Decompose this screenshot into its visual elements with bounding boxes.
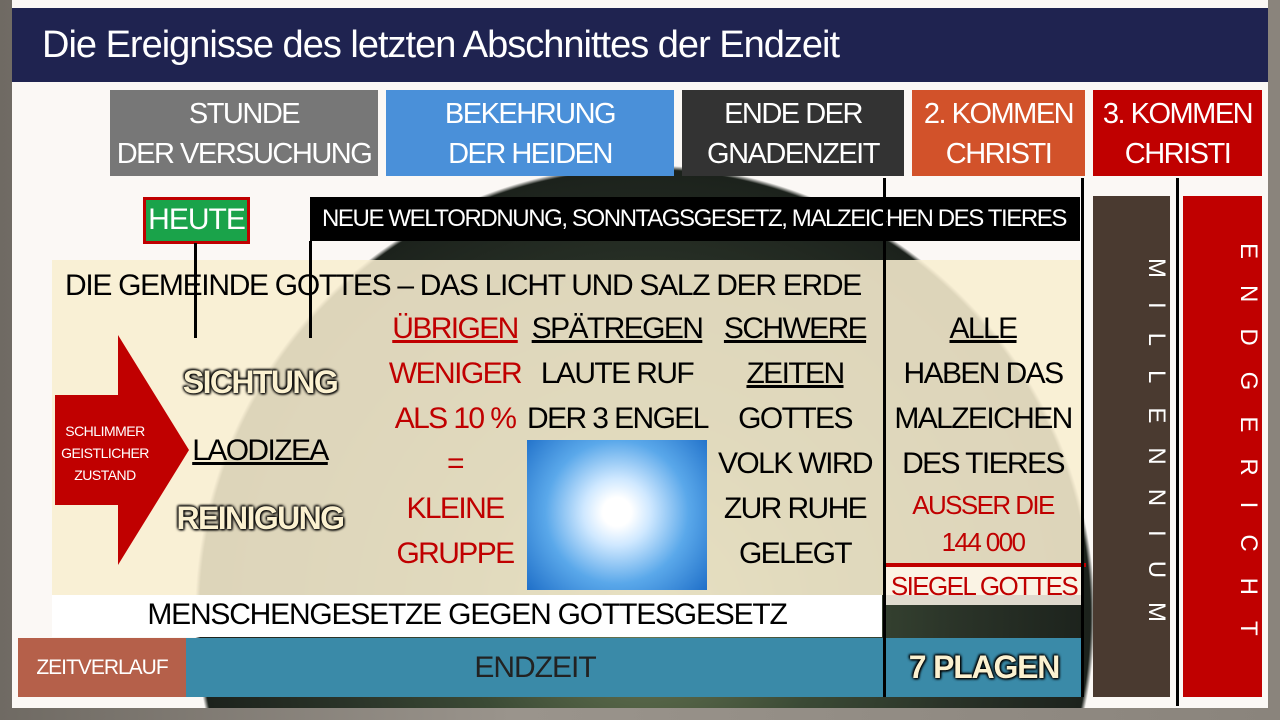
- hard-times-title: SCHWERE: [723, 312, 868, 345]
- timeline-label: ZEITVERLAUF: [18, 638, 186, 697]
- remnant-line: KLEINE: [406, 492, 505, 525]
- remnant-line: =: [447, 447, 465, 480]
- arrow-line: SCHLIMMER: [65, 423, 145, 439]
- hard-times-line: VOLK WIRD: [718, 447, 874, 480]
- red-arrow-icon: [55, 335, 189, 565]
- hard-times-title: ZEITEN: [746, 357, 845, 390]
- endgericht-label: ENDGERICHT: [1235, 243, 1262, 662]
- mark-exception: AUSSER DIE: [912, 490, 1055, 520]
- header-2-kommen-christi: 2. KOMMEN CHRISTI: [912, 90, 1085, 176]
- header-ende-der-gnadenzeit: ENDE DER GNADENZEIT: [682, 90, 904, 176]
- header-line: 3. KOMMEN: [1102, 98, 1254, 130]
- latter-rain-column: SPÄTREGEN LAUTE RUF DER 3 ENGEL: [527, 306, 709, 441]
- mark-line: DES TIERES: [902, 447, 1065, 480]
- heute-line: [194, 243, 197, 338]
- endzeit-label: ENDZEIT: [474, 651, 596, 684]
- mark-144000: 144 000: [941, 527, 1026, 557]
- laodizea-label: LAODIZEA: [192, 434, 329, 467]
- hard-times-line: ZUR RUHE: [723, 492, 868, 525]
- header-line: CHRISTI: [945, 138, 1053, 170]
- church-title: DIE GEMEINDE GOTTES – DAS LICHT UND SALZ…: [65, 269, 862, 302]
- second-coming-line: [1081, 178, 1084, 697]
- seal-divider: [886, 563, 1086, 567]
- third-coming-line: [1176, 178, 1179, 706]
- seal-label: SIEGEL GOTTES: [886, 567, 1082, 605]
- header-bekehrung-der-heiden: BEKEHRUNG DER HEIDEN: [386, 90, 674, 176]
- header-3-kommen-christi: 3. KOMMEN CHRISTI: [1093, 90, 1262, 176]
- hard-times-line: GELEGT: [738, 537, 853, 570]
- arrow-text: SCHLIMMER GEISTLICHER ZUSTAND: [55, 420, 155, 486]
- header-line: GNADENZEIT: [707, 138, 880, 170]
- remnant-column: ÜBRIGEN WENIGER ALS 10 % = KLEINE GRUPPE: [385, 306, 525, 576]
- plagen-label: 7 PLAGEN: [908, 649, 1061, 685]
- latter-rain-title: SPÄTREGEN: [531, 312, 704, 345]
- grace-end-line: [883, 178, 886, 697]
- header-line: 2. KOMMEN: [923, 98, 1075, 130]
- arrow-line: ZUSTAND: [74, 467, 136, 483]
- mark-line: HABEN DAS: [903, 357, 1065, 390]
- heute-marker: HEUTE: [143, 197, 250, 244]
- sun-image: [527, 440, 707, 590]
- header-stunde-der-versuchung: STUNDE DER VERSUCHUNG: [110, 90, 378, 176]
- mark-title: ALLE: [949, 312, 1019, 345]
- header-line: CHRISTI: [1124, 138, 1232, 170]
- banner-line: [309, 241, 312, 338]
- header-line: DER VERSUCHUNG: [116, 138, 373, 170]
- header-line: BEKEHRUNG: [444, 98, 617, 130]
- mark-column: ALLE HABEN DAS MALZEICHEN DES TIERES AUS…: [886, 306, 1080, 560]
- millennium-bar: MILLENNIUM: [1093, 196, 1170, 697]
- millennium-label: MILLENNIUM: [1143, 258, 1170, 647]
- reinigung-label: REINIGUNG: [176, 500, 346, 536]
- remnant-title: ÜBRIGEN: [392, 312, 519, 345]
- laws-bar: MENSCHENGESETZE GEGEN GOTTESGESETZ: [52, 595, 882, 637]
- hard-times-line: GOTTES: [738, 402, 853, 435]
- remnant-line: WENIGER: [388, 357, 523, 390]
- events-banner: NEUE WELTORDNUNG, SONNTAGSGESETZ, MALZEI…: [310, 197, 1080, 241]
- timeline-bar: [186, 638, 1082, 697]
- header-line: STUNDE: [188, 98, 301, 130]
- arrow-line: GEISTLICHER: [61, 445, 149, 461]
- remnant-line: GRUPPE: [396, 537, 515, 570]
- hard-times-column: SCHWERE ZEITEN GOTTES VOLK WIRD ZUR RUHE…: [715, 306, 875, 576]
- sichtung-label: SICHTUNG: [182, 364, 339, 400]
- endgericht-bar: ENDGERICHT: [1183, 196, 1262, 697]
- latter-rain-line: DER 3 ENGEL: [527, 402, 709, 435]
- header-line: DER HEIDEN: [448, 138, 613, 170]
- mark-line: MALZEICHEN: [894, 402, 1073, 435]
- slide-title: Die Ereignisse des letzten Abschnittes d…: [12, 8, 1268, 82]
- header-line: ENDE DER: [724, 98, 863, 130]
- latter-rain-line: LAUTE RUF: [540, 357, 695, 390]
- remnant-line: ALS 10 %: [394, 402, 517, 435]
